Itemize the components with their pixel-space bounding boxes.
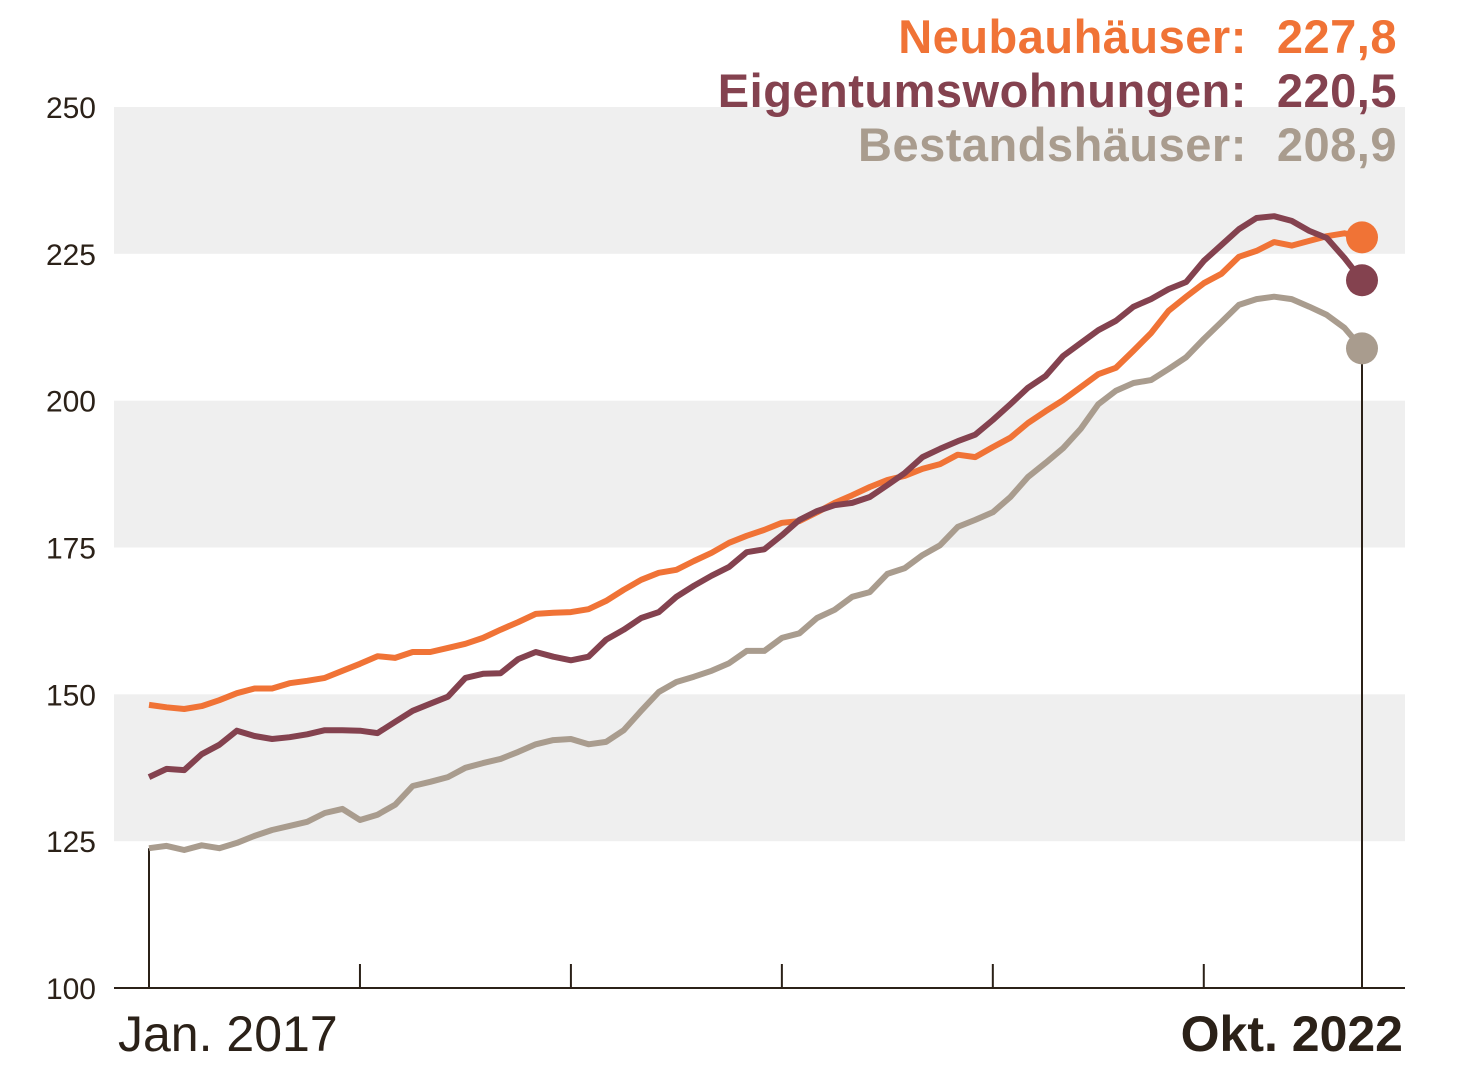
legend-value: 227,8 bbox=[1276, 10, 1397, 63]
y-tick-label: 125 bbox=[46, 826, 96, 859]
x-label-end: Okt. 2022 bbox=[1180, 1006, 1403, 1062]
series-line-neubauhäuser bbox=[148, 230, 1363, 712]
legend-label: Bestandshäuser: bbox=[858, 118, 1247, 171]
grid-band bbox=[114, 107, 1405, 254]
legend-item-eigentumswohnungen: Eigentumswohnungen: 220,5 bbox=[718, 64, 1397, 118]
series-lines bbox=[147, 213, 1378, 988]
legend-label: Neubauhäuser: bbox=[898, 10, 1247, 63]
y-tick-label: 200 bbox=[46, 386, 96, 419]
series-line-bestandshäuser bbox=[148, 293, 1365, 853]
grid-bands bbox=[114, 107, 1405, 842]
x-axis bbox=[114, 964, 1405, 989]
grid-band bbox=[114, 400, 1405, 548]
x-label-start: Jan. 2017 bbox=[118, 1006, 338, 1062]
y-tick-label: 225 bbox=[46, 239, 96, 272]
y-axis: 100 125 150 175 200 225 250 bbox=[46, 92, 96, 1006]
grid-band bbox=[114, 694, 1405, 842]
legend-label: Eigentumswohnungen: bbox=[717, 64, 1247, 117]
end-point-bestandshäuser bbox=[1346, 332, 1378, 365]
y-tick-label: 100 bbox=[46, 973, 96, 1006]
legend-item-bestandshaeuser: Bestandshäuser: 208,9 bbox=[718, 118, 1397, 172]
legend: Neubauhäuser: 227,8 Eigentumswohnungen: 22… bbox=[718, 10, 1397, 172]
y-tick-label: 175 bbox=[46, 533, 96, 566]
legend-item-neubauhaeuser: Neubauhäuser: 227,8 bbox=[718, 10, 1397, 64]
y-tick-label: 150 bbox=[46, 679, 96, 712]
series-line-eigentumswohnungen bbox=[147, 213, 1365, 780]
legend-value: 208,9 bbox=[1276, 118, 1397, 171]
end-point-neubauhäuser bbox=[1346, 221, 1378, 254]
end-point-eigentumswohnungen bbox=[1346, 264, 1378, 297]
y-tick-label: 250 bbox=[46, 92, 96, 125]
legend-value: 220,5 bbox=[1276, 64, 1397, 117]
